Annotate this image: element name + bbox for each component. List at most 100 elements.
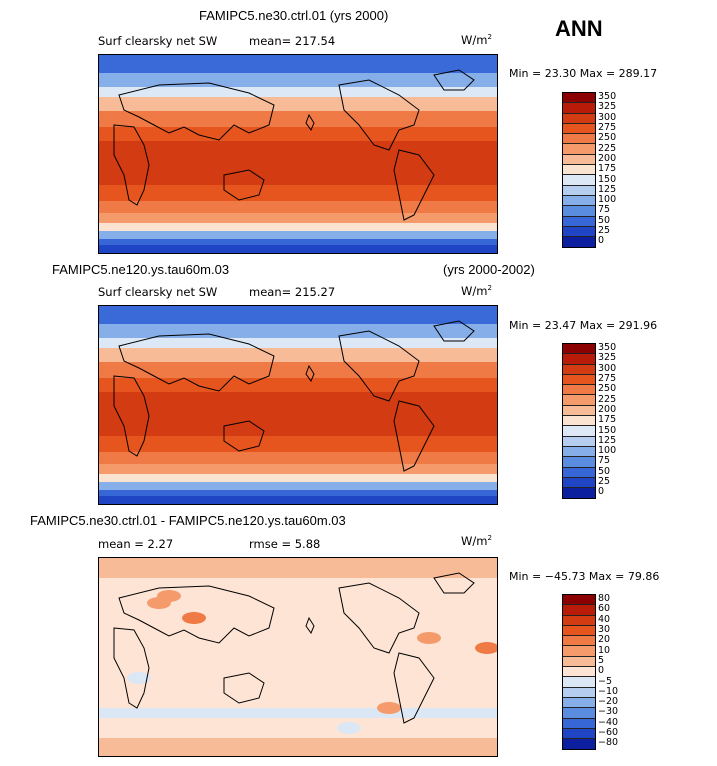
coastline (118, 82, 275, 141)
colorbar-tick-label: 350 (598, 91, 617, 103)
panel1-colorbar (562, 92, 596, 249)
colorbar-swatch (563, 467, 595, 478)
coastline (338, 582, 420, 654)
panel1-title: FAMIPC5.ne30.ctrl.01 (yrs 2000) (199, 8, 389, 23)
coastline (393, 400, 435, 472)
coastline (305, 616, 315, 635)
colorbar-tick-label: 80 (598, 593, 611, 605)
field-patch (417, 632, 441, 644)
field-patch (475, 642, 497, 654)
colorbar-tick-label: 275 (598, 373, 617, 385)
colorbar-tick-label: 225 (598, 393, 617, 405)
colorbar-tick-label: 250 (598, 383, 617, 395)
panel1-map-field (99, 55, 497, 253)
colorbar-swatch (563, 605, 595, 616)
colorbar-swatch (563, 195, 595, 207)
colorbar-tick-label: 5 (598, 654, 605, 666)
colorbar-swatch (563, 677, 595, 688)
panel1-units: W/m2 (461, 33, 492, 47)
panel2-map (98, 305, 498, 505)
field-band (99, 348, 497, 362)
field-band (99, 558, 497, 578)
colorbar-tick-label: 50 (598, 465, 611, 477)
field-patch (337, 722, 361, 734)
colorbar-tick-label: 200 (598, 152, 617, 164)
field-band (99, 201, 497, 213)
colorbar-swatch (563, 708, 595, 719)
colorbar-swatch (563, 718, 595, 729)
colorbar-swatch (563, 154, 595, 166)
colorbar-swatch (563, 697, 595, 709)
season-label: ANN (555, 16, 603, 41)
coastline (113, 627, 150, 709)
panel1-map (98, 54, 498, 254)
colorbar-tick-label: 200 (598, 403, 617, 415)
field-band (99, 362, 497, 378)
colorbar-swatch (563, 446, 595, 458)
coastline (433, 320, 475, 342)
colorbar-tick-label: −30 (598, 706, 619, 718)
panel2-map-field (99, 306, 497, 504)
field-patch (182, 612, 206, 624)
field-band (99, 111, 497, 127)
colorbar-tick-label: 100 (598, 445, 617, 457)
colorbar-swatch (563, 123, 595, 135)
field-band (99, 185, 497, 201)
panel3-map (98, 557, 498, 757)
field-band (99, 87, 497, 97)
colorbar-tick-label: 150 (598, 173, 617, 185)
field-patch (127, 672, 151, 684)
coastline (393, 652, 435, 724)
colorbar-tick-label: 40 (598, 613, 611, 625)
colorbar-tick-label: −5 (598, 675, 613, 687)
coastline (223, 420, 265, 452)
colorbar-tick-label: 350 (598, 342, 617, 354)
field-band (99, 392, 497, 436)
colorbar-swatch (563, 728, 595, 740)
colorbar-tick-label: 0 (598, 235, 605, 247)
field-patch (377, 702, 401, 714)
coastline (118, 585, 275, 644)
coastline (118, 333, 275, 392)
panel3-rmse: rmse = 5.88 (249, 537, 321, 551)
panel2-variable: Surf clearsky net SW (98, 285, 218, 299)
colorbar-swatch (563, 237, 595, 248)
colorbar-swatch (563, 488, 595, 499)
colorbar-swatch (563, 144, 595, 155)
colorbar-tick-label: 30 (598, 624, 611, 636)
field-band (99, 338, 497, 348)
colorbar-tick-label: 125 (598, 434, 617, 446)
panel2-units: W/m2 (461, 284, 492, 298)
colorbar-tick-label: −80 (598, 737, 619, 749)
colorbar-tick-label: 0 (598, 486, 605, 498)
colorbar-swatch (563, 175, 595, 186)
field-band (99, 688, 497, 708)
field-band (99, 738, 497, 756)
panel3-map-field (99, 558, 497, 756)
field-band (99, 474, 497, 482)
colorbar-swatch (563, 103, 595, 114)
coastline (338, 79, 420, 151)
field-band (99, 490, 497, 496)
field-band (99, 648, 497, 688)
field-band (99, 306, 497, 324)
colorbar-swatch (563, 405, 595, 417)
colorbar-swatch (563, 477, 595, 489)
field-band (99, 436, 497, 452)
colorbar-tick-label: 125 (598, 183, 617, 195)
field-band (99, 496, 497, 504)
panel3-colorbar (562, 594, 596, 751)
colorbar-tick-label: −60 (598, 727, 619, 739)
colorbar-swatch (563, 364, 595, 375)
colorbar-tick-label: 25 (598, 476, 611, 488)
coastline (338, 330, 420, 402)
coastline (223, 169, 265, 201)
coastline (393, 149, 435, 221)
panel2-title: FAMIPC5.ne120.ys.tau60m.03 (52, 262, 230, 277)
colorbar-swatch (563, 185, 595, 196)
colorbar-swatch (563, 687, 595, 698)
coastline (433, 572, 475, 594)
colorbar-tick-label: 175 (598, 163, 617, 175)
colorbar-tick-label: 175 (598, 414, 617, 426)
panel2-minmax: Min = 23.47 Max = 291.96 (509, 319, 658, 332)
